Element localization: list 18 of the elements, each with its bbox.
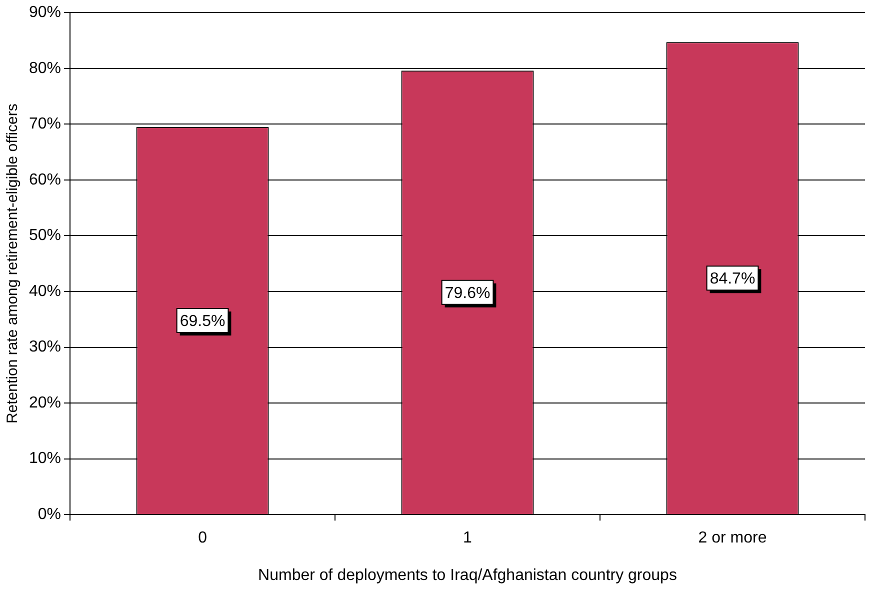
y-tick-label: 30% xyxy=(28,338,62,356)
data-label: 79.6% xyxy=(444,284,490,302)
y-tick-label: 20% xyxy=(28,394,62,412)
y-tick-label: 80% xyxy=(28,60,62,77)
y-tick-label: 70% xyxy=(28,116,62,133)
x-tick-label: 0 xyxy=(198,530,208,547)
y-tick-label: 60% xyxy=(28,171,62,188)
y-tick-label: 50% xyxy=(28,227,62,244)
y-tick-label: 90% xyxy=(28,4,62,22)
y-tick-label: 40% xyxy=(28,282,62,300)
data-label: 84.7% xyxy=(710,270,756,288)
x-tick-label: 2 or more xyxy=(698,530,767,547)
x-tick-label: 1 xyxy=(463,530,472,547)
x-axis-title: Number of deployments to Iraq/Afghanistan country groups xyxy=(258,566,677,584)
y-tick-label: 10% xyxy=(28,450,62,468)
data-label: 69.5% xyxy=(180,312,226,330)
y-axis-title: Retention rate among retirement-eligible officers xyxy=(4,104,22,424)
y-tick-label: 0% xyxy=(38,506,62,524)
